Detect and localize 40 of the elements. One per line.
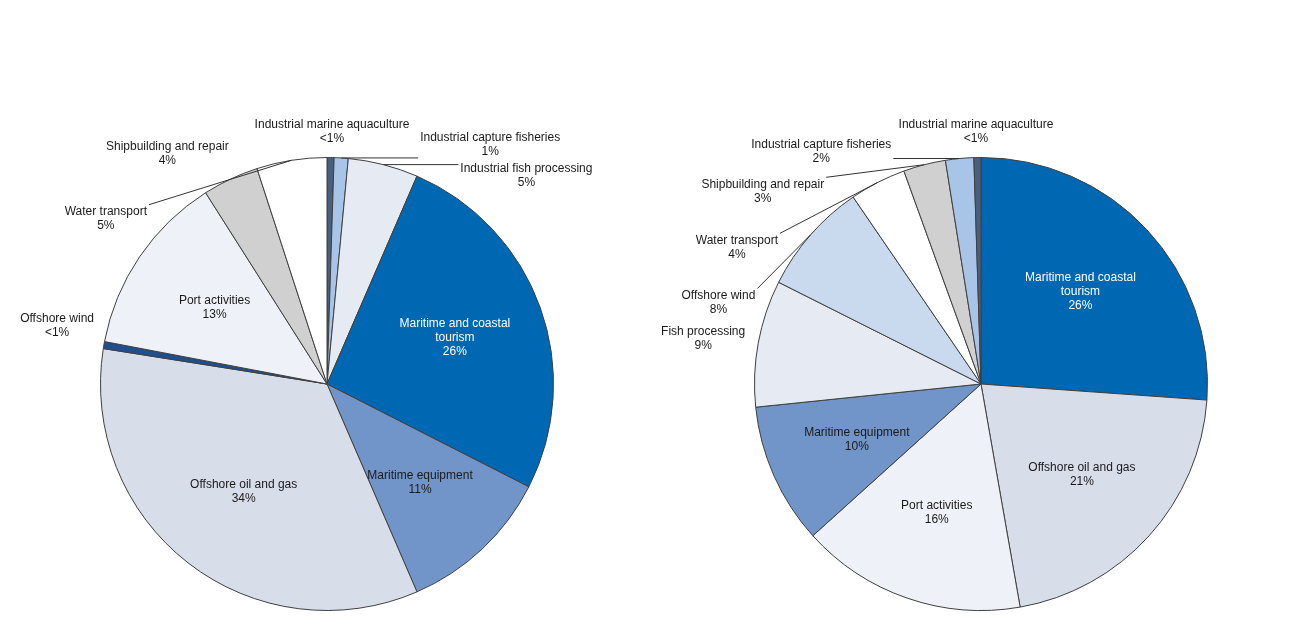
- slice-label: Port activities: [901, 497, 973, 512]
- data-label: 4%: [728, 246, 746, 261]
- data-label: 3%: [754, 190, 772, 205]
- data-label: <1%: [319, 130, 345, 145]
- slice-label: Fish processing: [661, 323, 746, 338]
- slice-label: Offshore wind: [20, 311, 94, 326]
- data-label: 1%: [481, 144, 500, 159]
- data-label: 16%: [924, 511, 950, 526]
- data-label: 4%: [158, 153, 177, 168]
- data-label: 21%: [1069, 474, 1095, 489]
- data-label: 26%: [1068, 297, 1093, 312]
- data-label: 2%: [812, 151, 831, 166]
- slice-label: Industrial capture fisheries: [420, 130, 561, 145]
- data-label: 13%: [202, 306, 227, 321]
- slice-label: Industrial marine aquaculture: [254, 116, 410, 131]
- slice-label: Offshore wind: [681, 287, 756, 302]
- slice-label: Offshore oil and gas: [1028, 460, 1136, 475]
- slice-label: Shipbuilding and repair: [105, 139, 229, 154]
- data-label: 11%: [408, 482, 432, 497]
- slice-label: Maritime equipment: [804, 424, 911, 439]
- slice-label: Maritime equipment: [367, 468, 474, 483]
- data-label: <1%: [963, 130, 989, 145]
- data-label: 5%: [517, 174, 536, 189]
- data-label: 8%: [709, 301, 728, 316]
- data-label: 5%: [97, 218, 115, 233]
- data-label: 26%: [442, 344, 468, 359]
- slice-label: Industrial capture fisheries: [751, 137, 892, 152]
- slice-label: Industrial fish processing: [460, 160, 593, 175]
- data-label: 34%: [231, 490, 257, 505]
- data-label: 10%: [844, 438, 870, 453]
- slice-label: Offshore oil and gas: [190, 476, 298, 491]
- slice-label: Shipbuilding and repair: [701, 176, 825, 191]
- slice-label: Maritime and coastal tourism: [1025, 269, 1136, 298]
- slice-label: Water transport: [64, 204, 148, 219]
- slice-label: Port activities: [178, 292, 251, 307]
- data-label: <1%: [44, 325, 70, 340]
- slice-label: Maritime and coastal tourism: [399, 316, 511, 345]
- data-label: 9%: [694, 337, 713, 352]
- slice-label: Industrial marine aquaculture: [898, 116, 1054, 131]
- slice-label: Water transport: [695, 232, 779, 247]
